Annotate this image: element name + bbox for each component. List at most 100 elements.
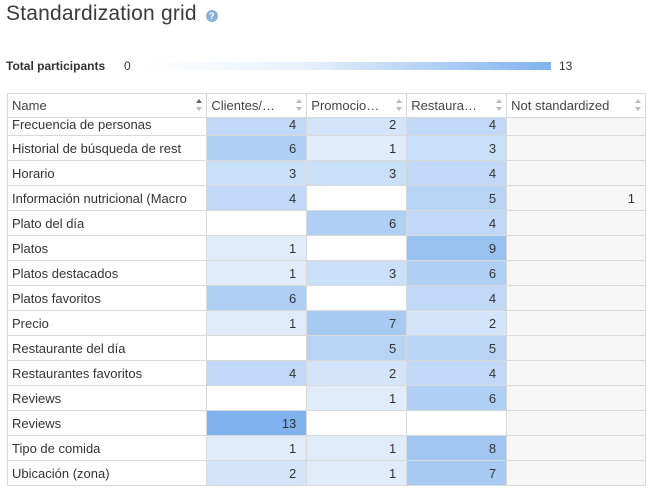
grid-cell[interactable]: 4 — [406, 360, 508, 386]
grid-cell[interactable]: 3 — [206, 160, 308, 186]
grid-cell[interactable]: 5 — [406, 185, 508, 211]
grid-cell[interactable]: 2 — [406, 310, 508, 336]
column-header-not-standardized[interactable]: Not standardized — [506, 94, 646, 118]
row-name-cell: Reviews — [8, 385, 208, 411]
row-name-cell: Restaurantes favoritos — [8, 360, 208, 386]
row-name-cell: Restaurante del día — [8, 335, 208, 361]
grid-cell[interactable]: 6 — [206, 285, 308, 311]
grid-cell[interactable] — [506, 160, 646, 186]
grid-cell[interactable] — [506, 310, 646, 336]
grid-cell[interactable] — [506, 460, 646, 486]
table-row[interactable]: Restaurante del día 5 5 — [8, 335, 646, 361]
table-row[interactable]: Reviews 13 — [8, 410, 646, 436]
grid-cell[interactable]: 3 — [406, 135, 508, 161]
table-row[interactable]: Platos destacados 1 3 6 — [8, 260, 646, 286]
column-header-promociones[interactable]: Promocio… — [306, 94, 408, 118]
table-row[interactable]: Tipo de comida 1 1 8 — [8, 435, 646, 461]
grid-cell[interactable]: 1 — [306, 460, 408, 486]
grid-cell[interactable]: 6 — [406, 385, 508, 411]
grid-cell[interactable] — [206, 335, 308, 361]
grid-cell[interactable]: 1 — [306, 385, 408, 411]
row-name-cell: Platos destacados — [8, 260, 208, 286]
sort-icon[interactable] — [495, 99, 502, 111]
grid-cell[interactable]: 1 — [206, 310, 308, 336]
grid-cell[interactable]: 6 — [406, 260, 508, 286]
sort-icon[interactable] — [195, 99, 202, 111]
table-row[interactable]: Frecuencia de personas 4 2 4 — [8, 117, 646, 136]
grid-cell[interactable]: 4 — [406, 117, 508, 136]
standardization-grid[interactable]: Name Clientes/… Promocio… Restaura… Not … — [7, 93, 646, 486]
table-row[interactable]: Platos 1 9 — [8, 235, 646, 261]
sort-icon[interactable] — [634, 99, 641, 111]
grid-cell[interactable]: 4 — [406, 160, 508, 186]
grid-cell[interactable] — [206, 385, 308, 411]
column-header-restaurantes[interactable]: Restaura… — [406, 94, 508, 118]
grid-cell[interactable] — [306, 235, 408, 261]
table-row[interactable]: Horario 3 3 4 — [8, 160, 646, 186]
table-row[interactable]: Reviews 1 6 — [8, 385, 646, 411]
grid-cell[interactable]: 13 — [206, 410, 308, 436]
grid-cell[interactable] — [506, 235, 646, 261]
grid-cell[interactable] — [506, 210, 646, 236]
grid-cell[interactable] — [306, 185, 408, 211]
grid-cell[interactable] — [506, 117, 646, 136]
grid-cell[interactable]: 3 — [306, 160, 408, 186]
grid-cell[interactable] — [506, 260, 646, 286]
grid-cell[interactable] — [506, 285, 646, 311]
grid-cell[interactable]: 4 — [206, 117, 308, 136]
grid-cell[interactable] — [506, 435, 646, 461]
legend-gradient-bar — [146, 62, 551, 70]
grid-cell[interactable] — [506, 135, 646, 161]
table-row[interactable]: Ubicación (zona) 2 1 7 — [8, 460, 646, 486]
grid-cell[interactable] — [306, 410, 408, 436]
row-name-cell: Información nutricional (Macro — [8, 185, 208, 211]
grid-cell[interactable]: 1 — [306, 135, 408, 161]
row-name-cell: Historial de búsqueda de rest — [8, 135, 208, 161]
grid-cell[interactable]: 7 — [306, 310, 408, 336]
table-row[interactable]: Restaurantes favoritos 4 2 4 — [8, 360, 646, 386]
grid-cell[interactable]: 1 — [206, 235, 308, 261]
table-row[interactable]: Plato del día 6 4 — [8, 210, 646, 236]
table-row[interactable]: Historial de búsqueda de rest 6 1 3 — [8, 135, 646, 161]
grid-cell[interactable] — [206, 210, 308, 236]
column-header-clientes[interactable]: Clientes/… — [206, 94, 308, 118]
row-name-cell: Tipo de comida — [8, 435, 208, 461]
column-header-label: Clientes/… — [211, 98, 275, 113]
sort-icon[interactable] — [395, 99, 402, 111]
grid-cell[interactable]: 4 — [406, 285, 508, 311]
grid-cell[interactable] — [506, 385, 646, 411]
grid-cell[interactable]: 4 — [206, 185, 308, 211]
column-header-label: Name — [12, 98, 47, 113]
grid-cell[interactable]: 2 — [306, 117, 408, 136]
grid-cell[interactable]: 1 — [506, 185, 646, 211]
grid-cell[interactable]: 1 — [206, 435, 308, 461]
grid-cell[interactable] — [406, 410, 508, 436]
table-row[interactable]: Precio 1 7 2 — [8, 310, 646, 336]
table-row[interactable]: Platos favoritos 6 4 — [8, 285, 646, 311]
grid-cell[interactable]: 9 — [406, 235, 508, 261]
column-header-label: Not standardized — [511, 98, 610, 113]
grid-cell[interactable]: 6 — [206, 135, 308, 161]
grid-cell[interactable]: 3 — [306, 260, 408, 286]
grid-cell[interactable] — [506, 335, 646, 361]
grid-cell[interactable]: 4 — [206, 360, 308, 386]
row-name-cell: Plato del día — [8, 210, 208, 236]
grid-cell[interactable]: 7 — [406, 460, 508, 486]
row-name-cell: Ubicación (zona) — [8, 460, 208, 486]
grid-cell[interactable]: 4 — [406, 210, 508, 236]
grid-cell[interactable]: 1 — [306, 435, 408, 461]
column-header-name[interactable]: Name — [8, 94, 208, 118]
grid-cell[interactable]: 5 — [306, 335, 408, 361]
help-icon[interactable]: ? — [205, 10, 218, 22]
grid-cell[interactable]: 8 — [406, 435, 508, 461]
grid-cell[interactable]: 5 — [406, 335, 508, 361]
grid-cell[interactable] — [306, 285, 408, 311]
sort-icon[interactable] — [295, 99, 302, 111]
grid-cell[interactable]: 2 — [306, 360, 408, 386]
grid-cell[interactable]: 6 — [306, 210, 408, 236]
grid-cell[interactable]: 1 — [206, 260, 308, 286]
grid-cell[interactable] — [506, 360, 646, 386]
grid-cell[interactable] — [506, 410, 646, 436]
grid-cell[interactable]: 2 — [206, 460, 308, 486]
table-row[interactable]: Información nutricional (Macro 4 5 1 — [8, 185, 646, 211]
